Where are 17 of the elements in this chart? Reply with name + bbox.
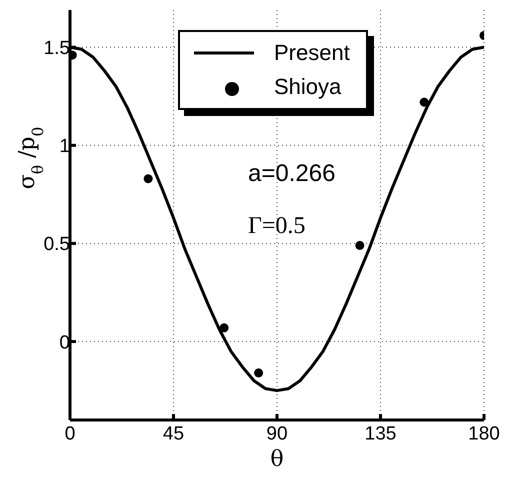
legend-label: Present bbox=[274, 40, 350, 66]
x-tick-label: 90 bbox=[266, 423, 288, 444]
point bbox=[144, 174, 153, 184]
point bbox=[254, 368, 264, 378]
point bbox=[355, 240, 364, 250]
x-tick-label: 45 bbox=[162, 423, 184, 444]
y-tick-label: 1 bbox=[59, 136, 70, 158]
y-tick-label: 1.5 bbox=[44, 38, 70, 60]
y-tick-label: 0.5 bbox=[44, 234, 70, 256]
annotation: Γ=0.5 bbox=[248, 213, 306, 240]
x-axis-title: θ bbox=[270, 447, 284, 472]
point bbox=[420, 98, 429, 107]
annotation: a=0.266 bbox=[248, 160, 336, 188]
x-tick-label: 180 bbox=[468, 423, 500, 444]
x-tick-label: 135 bbox=[364, 423, 396, 444]
legend-label: Shioya bbox=[274, 74, 342, 100]
point bbox=[220, 323, 229, 332]
